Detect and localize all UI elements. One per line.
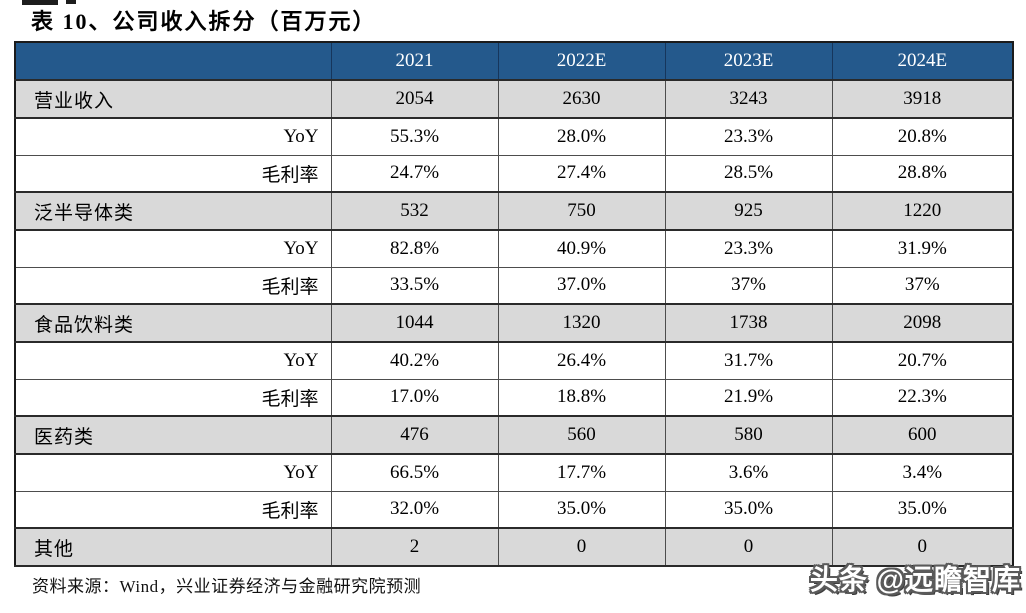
table-row: 毛利率 24.7% 27.4% 28.5% 28.8% (14, 154, 1014, 193)
cell-value: 37% (831, 266, 1014, 305)
header-cell-empty (14, 41, 332, 81)
table-row: 毛利率 17.0% 18.8% 21.9% 22.3% (14, 378, 1014, 417)
cell-value: 18.8% (497, 378, 666, 417)
cell-value: 27.4% (497, 154, 666, 193)
cell-value: 3918 (831, 79, 1014, 119)
cell-value: 82.8% (330, 229, 499, 268)
cell-value: 24.7% (330, 154, 499, 193)
row-label: 食品饮料类 (14, 303, 332, 343)
watermark: 头条 @远瞻智库 (809, 564, 1021, 595)
table-row: 泛半导体类 532 750 925 1220 (14, 191, 1014, 231)
cropped-text-fragment (22, 0, 58, 5)
cell-value: 2630 (497, 79, 666, 119)
header-row: 2021 2022E 2023E 2024E (14, 41, 1014, 81)
cell-value: 0 (831, 527, 1014, 567)
cell-value: 3.6% (664, 453, 833, 492)
table-title: 表 10、公司收入拆分（百万元） (31, 9, 377, 34)
cropped-text-fragment (66, 0, 76, 4)
cell-value: 23.3% (664, 117, 833, 156)
row-label: 医药类 (14, 415, 332, 455)
cell-value: 2 (330, 527, 499, 567)
cell-value: 3.4% (831, 453, 1014, 492)
cell-value: 28.0% (497, 117, 666, 156)
cell-value: 580 (664, 415, 833, 455)
cell-value: 20.7% (831, 341, 1014, 380)
row-label: 营业收入 (14, 79, 332, 119)
cell-value: 37% (664, 266, 833, 305)
cell-value: 37.0% (497, 266, 666, 305)
cell-value: 35.0% (831, 490, 1014, 529)
table-row: 食品饮料类 1044 1320 1738 2098 (14, 303, 1014, 343)
table-row: YoY 40.2% 26.4% 31.7% 20.7% (14, 341, 1014, 380)
revenue-breakdown-table: 2021 2022E 2023E 2024E 营业收入 2054 2630 3243 3… (14, 41, 1014, 567)
table-body: 营业收入 2054 2630 3243 3918 YoY 55.3% 28.0% 23.3% 20… (14, 79, 1014, 567)
cell-value: 1320 (497, 303, 666, 343)
cell-value: 32.0% (330, 490, 499, 529)
cell-value: 26.4% (497, 341, 666, 380)
cell-value: 55.3% (330, 117, 499, 156)
cell-value: 35.0% (664, 490, 833, 529)
table-row: 毛利率 32.0% 35.0% 35.0% 35.0% (14, 490, 1014, 529)
row-label: 毛利率 (14, 378, 332, 417)
source-note: 资料来源：Wind，兴业证券经济与金融研究院预测 (32, 577, 422, 596)
cell-value: 28.5% (664, 154, 833, 193)
row-label: 毛利率 (14, 490, 332, 529)
cell-value: 31.7% (664, 341, 833, 380)
cell-value: 600 (831, 415, 1014, 455)
cell-value: 750 (497, 191, 666, 231)
header-cell-2023e: 2023E (664, 41, 833, 81)
cell-value: 925 (664, 191, 833, 231)
cell-value: 33.5% (330, 266, 499, 305)
cell-value: 476 (330, 415, 499, 455)
row-label: 其他 (14, 527, 332, 567)
header-cell-2022e: 2022E (497, 41, 666, 81)
table-row: 其他 2 0 0 0 (14, 527, 1014, 567)
cell-value: 0 (497, 527, 666, 567)
cell-value: 20.8% (831, 117, 1014, 156)
row-label: YoY (14, 341, 332, 380)
cell-value: 31.9% (831, 229, 1014, 268)
row-label: 泛半导体类 (14, 191, 332, 231)
cell-value: 35.0% (497, 490, 666, 529)
cell-value: 22.3% (831, 378, 1014, 417)
table-row: YoY 66.5% 17.7% 3.6% 3.4% (14, 453, 1014, 492)
row-label: YoY (14, 117, 332, 156)
table-row: 毛利率 33.5% 37.0% 37% 37% (14, 266, 1014, 305)
cell-value: 2054 (330, 79, 499, 119)
row-label: 毛利率 (14, 266, 332, 305)
table-header: 2021 2022E 2023E 2024E (14, 41, 1014, 81)
cell-value: 17.7% (497, 453, 666, 492)
cell-value: 3243 (664, 79, 833, 119)
cell-value: 532 (330, 191, 499, 231)
cell-value: 28.8% (831, 154, 1014, 193)
cell-value: 560 (497, 415, 666, 455)
row-label: 毛利率 (14, 154, 332, 193)
row-label: YoY (14, 229, 332, 268)
cell-value: 21.9% (664, 378, 833, 417)
cell-value: 1738 (664, 303, 833, 343)
table-row: YoY 55.3% 28.0% 23.3% 20.8% (14, 117, 1014, 156)
header-cell-2021: 2021 (330, 41, 499, 81)
header-cell-2024e: 2024E (831, 41, 1014, 81)
cell-value: 2098 (831, 303, 1014, 343)
cell-value: 17.0% (330, 378, 499, 417)
row-label: YoY (14, 453, 332, 492)
table-row: 医药类 476 560 580 600 (14, 415, 1014, 455)
table-row: 营业收入 2054 2630 3243 3918 (14, 79, 1014, 119)
cell-value: 40.9% (497, 229, 666, 268)
cell-value: 23.3% (664, 229, 833, 268)
cell-value: 40.2% (330, 341, 499, 380)
cell-value: 0 (664, 527, 833, 567)
cell-value: 1220 (831, 191, 1014, 231)
table-row: YoY 82.8% 40.9% 23.3% 31.9% (14, 229, 1014, 268)
cell-value: 66.5% (330, 453, 499, 492)
cell-value: 1044 (330, 303, 499, 343)
